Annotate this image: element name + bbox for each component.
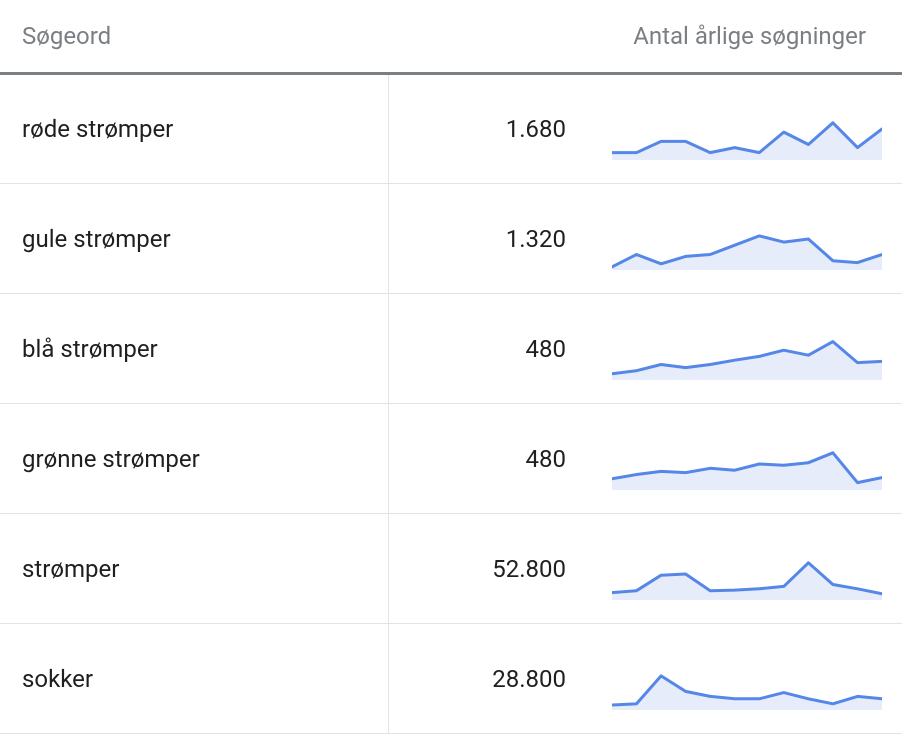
count-cell: 480 [388,294,602,404]
trend-sparkline-icon [612,648,882,710]
trend-sparkline-icon [612,98,882,160]
sparkline-cell [602,514,902,624]
header-keyword[interactable]: Søgeord [0,0,388,74]
keyword-cell: sokker [0,624,388,734]
trend-sparkline-icon [612,428,882,490]
keyword-cell: røde strømper [0,74,388,184]
count-cell: 52.800 [388,514,602,624]
keyword-cell: gule strømper [0,184,388,294]
sparkline-cell [602,294,902,404]
count-cell: 1.680 [388,74,602,184]
count-cell: 1.320 [388,184,602,294]
keyword-cell: strømper [0,514,388,624]
sparkline-cell [602,184,902,294]
table-row[interactable]: blå strømper480 [0,294,902,404]
count-cell: 28.800 [388,624,602,734]
keyword-table: Søgeord Antal årlige søgninger røde strø… [0,0,902,734]
table-body: røde strømper1.680gule strømper1.320blå … [0,74,902,734]
sparkline-cell [602,74,902,184]
trend-sparkline-icon [612,538,882,600]
sparkline-cell [602,404,902,514]
table-row[interactable]: røde strømper1.680 [0,74,902,184]
table-row[interactable]: grønne strømper480 [0,404,902,514]
trend-sparkline-icon [612,208,882,270]
keyword-cell: blå strømper [0,294,388,404]
table-row[interactable]: gule strømper1.320 [0,184,902,294]
count-cell: 480 [388,404,602,514]
sparkline-cell [602,624,902,734]
table-row[interactable]: sokker28.800 [0,624,902,734]
keyword-cell: grønne strømper [0,404,388,514]
table-header-row: Søgeord Antal årlige søgninger [0,0,902,74]
header-count[interactable]: Antal årlige søgninger [388,0,902,74]
table-row[interactable]: strømper52.800 [0,514,902,624]
trend-sparkline-icon [612,318,882,380]
